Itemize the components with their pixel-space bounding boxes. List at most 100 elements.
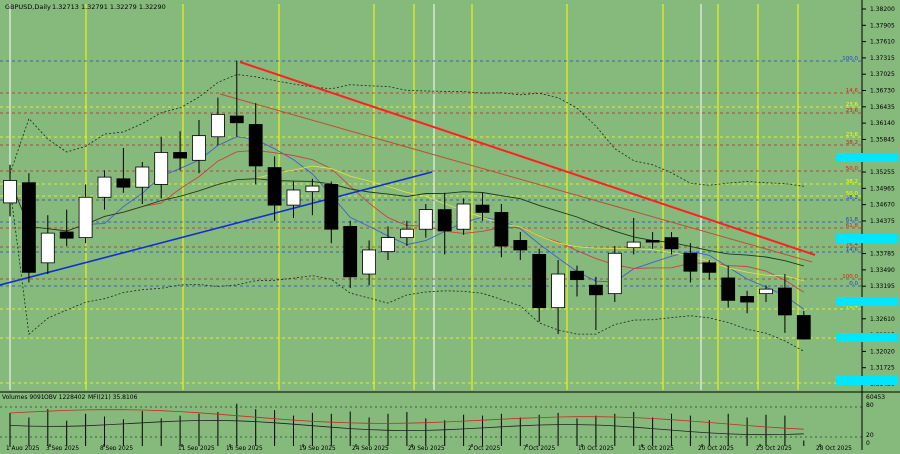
bear-candle-body	[324, 183, 339, 230]
price-tick-label: 1.32610	[870, 316, 895, 323]
candle	[683, 243, 698, 283]
candle	[229, 60, 244, 137]
candle	[796, 311, 811, 340]
channel-trend-line	[219, 93, 813, 263]
candle	[3, 164, 17, 217]
candle	[494, 204, 509, 258]
price-highlight-band	[836, 153, 898, 162]
time-axis: 1 Aug 2025 3 Sep 2025 8 Sep 2025 11 Sep 202…	[6, 444, 852, 452]
bear-candle-body	[513, 240, 528, 251]
bear-candle-body	[475, 204, 490, 213]
support-trend-line	[0, 171, 433, 286]
indicator-axis-0: 0	[866, 440, 870, 447]
price-tick-label: 1.37315	[870, 55, 895, 62]
price-tick-label: 1.36435	[870, 104, 895, 111]
price-tick-label: 1.32020	[870, 348, 895, 355]
candle	[59, 209, 74, 247]
fib-level-label: 38.2	[846, 140, 858, 146]
price-tick-label: 1.33490	[870, 267, 895, 274]
candle	[116, 147, 131, 193]
candlestick-series	[3, 60, 811, 340]
candle	[456, 198, 471, 235]
candle	[324, 181, 339, 244]
candle	[626, 218, 641, 255]
time-tick-label: 11 Sep 2025	[178, 446, 215, 450]
candle	[513, 232, 528, 261]
price-tick-label: 1.31725	[870, 365, 895, 372]
time-tick-label: 2 Oct 2025	[468, 446, 500, 450]
fib-level-label: 38.2	[846, 179, 858, 185]
bull-candle-body	[305, 185, 320, 193]
fib-level-label: 0.0	[849, 281, 858, 287]
candle	[248, 103, 263, 185]
trend-lines	[0, 61, 816, 286]
bear-candle-body	[570, 270, 584, 281]
candle	[664, 232, 679, 255]
price-highlight-band	[836, 333, 898, 342]
bull-candle-body	[381, 237, 395, 253]
candle	[570, 265, 584, 297]
candle	[381, 226, 395, 261]
price-axis: 1.38200 1.37905 1.37610 1.37315 1.37025 1.367…	[836, 0, 898, 450]
fib-level-label: 100.0	[842, 56, 858, 62]
candle	[305, 178, 320, 216]
bull-candle-body	[3, 180, 17, 204]
candle	[40, 215, 55, 275]
bear-candle-body	[702, 262, 717, 273]
price-tick-label: 1.37610	[870, 39, 895, 46]
bull-candle-body	[626, 241, 641, 249]
bear-candle-body	[343, 226, 358, 278]
bear-candle-body	[721, 277, 736, 301]
bollinger-lower	[9, 187, 804, 352]
price-tick-label: 1.37025	[870, 71, 895, 78]
price-tick-label: 1.36140	[870, 120, 895, 127]
price-tick-label: 1.33195	[870, 283, 895, 290]
bull-candle-body	[97, 176, 112, 198]
candle	[135, 161, 150, 205]
bull-candle-body	[607, 252, 622, 295]
candle	[475, 192, 490, 221]
bear-candle-body	[21, 182, 36, 273]
candle	[343, 220, 358, 289]
fib-level-label: 23.6	[846, 132, 859, 138]
fib-level-label: 14.6	[846, 247, 859, 253]
fib-level-label: 14.6	[846, 88, 859, 94]
price-tick-label: 1.38200	[870, 6, 895, 13]
candle	[192, 119, 206, 174]
candle	[97, 170, 112, 210]
indicator-axis-20: 20	[866, 432, 874, 439]
price-tick-label: 1.35845	[870, 136, 895, 143]
bear-candle-body	[116, 178, 131, 188]
price-tick-label: 1.34670	[870, 202, 895, 209]
candle	[399, 220, 414, 247]
time-tick-label: 3 Sep 2025	[46, 446, 79, 450]
time-tick-label: 19 Sep 2025	[299, 446, 336, 450]
bull-candle-body	[40, 232, 55, 264]
bear-candle-body	[778, 287, 792, 316]
candle	[437, 192, 452, 255]
price-tick-label: 1.33785	[870, 251, 895, 258]
candle	[778, 274, 792, 333]
bear-candle-body	[494, 212, 509, 247]
bull-candle-body	[362, 249, 377, 275]
bull-candle-body	[135, 166, 150, 188]
price-tick-label: 1.37905	[870, 22, 895, 29]
bear-candle-body	[248, 124, 263, 167]
price-tick-label: 1.34375	[870, 218, 895, 225]
time-tick-label: 24 Sep 2025	[352, 446, 389, 450]
time-tick-label: 8 Sep 2025	[100, 446, 133, 450]
bear-candle-body	[645, 240, 660, 243]
candle	[759, 285, 773, 303]
bear-candle-body	[532, 254, 547, 309]
fib-level-label: 50.0	[846, 191, 859, 197]
time-tick-label: 23 Oct 2025	[756, 446, 792, 450]
bear-candle-body	[796, 315, 811, 340]
candle	[154, 136, 169, 199]
fib-level-label: 76.4	[846, 242, 859, 248]
candle	[589, 276, 603, 331]
time-tick-label: 1 Aug 2025	[6, 446, 40, 450]
bear-candle-body	[267, 167, 282, 206]
price-highlight-band	[836, 376, 898, 385]
